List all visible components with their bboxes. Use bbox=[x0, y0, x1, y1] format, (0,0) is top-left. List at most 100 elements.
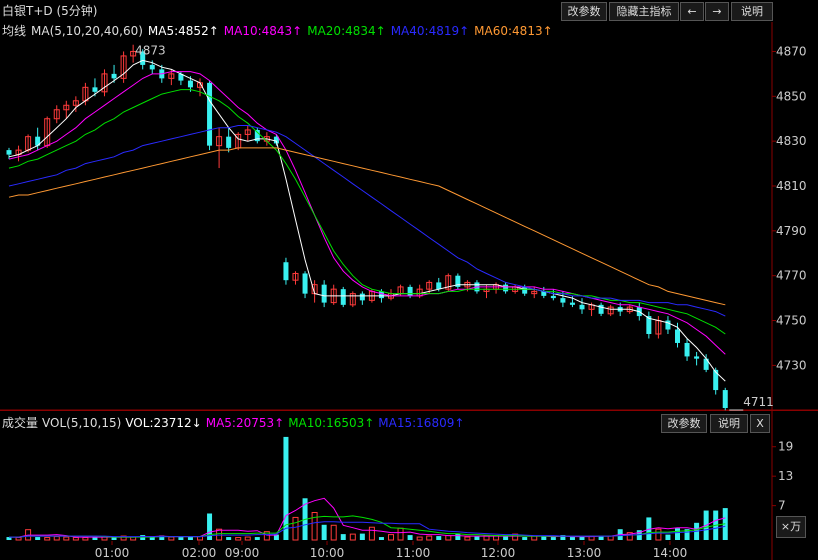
volume-bar-down bbox=[283, 436, 289, 540]
volume-bar-up bbox=[655, 528, 662, 541]
candle-body-up bbox=[531, 290, 538, 295]
volume-bar-up bbox=[397, 527, 404, 541]
candle-body-down bbox=[646, 316, 652, 334]
vol-edit-params-button[interactable]: 改参数 bbox=[661, 414, 707, 433]
volume-bar-up bbox=[53, 536, 60, 541]
candle-body-down bbox=[302, 273, 308, 294]
candle-body-up bbox=[101, 73, 108, 93]
volume-bar-down bbox=[378, 537, 384, 540]
vol-help-button[interactable]: 说明 bbox=[710, 414, 748, 433]
price-tick-label: 4730 bbox=[776, 358, 807, 372]
candle-body-down bbox=[273, 136, 279, 144]
ma20-value: MA20:4834↑ bbox=[307, 24, 386, 38]
time-tick-label: 10:00 bbox=[310, 546, 345, 560]
chart-title: 白银T+D (5分钟) bbox=[2, 4, 98, 18]
left-arrow-button[interactable]: ← bbox=[680, 2, 704, 21]
candle-body-down bbox=[207, 82, 213, 146]
vol-ma10-value: MA10:16503↑ bbox=[288, 416, 375, 430]
volume-bar-up bbox=[349, 533, 356, 541]
ma5-value: MA5:4852↑ bbox=[147, 24, 219, 38]
candle-body-down bbox=[703, 358, 709, 370]
right-arrow-button[interactable]: → bbox=[705, 2, 729, 21]
vol-close-button[interactable]: X bbox=[750, 414, 770, 433]
candle-body-down bbox=[713, 369, 719, 391]
volume-bar-up bbox=[120, 535, 127, 541]
time-tick-label: 13:00 bbox=[567, 546, 602, 560]
vol-ma-line-ma15 bbox=[9, 521, 726, 538]
vol-tick-label: 13 bbox=[778, 469, 793, 483]
price-tick-label: 4830 bbox=[776, 134, 807, 148]
price-tick-label: 4850 bbox=[776, 89, 807, 103]
candle-body-down bbox=[178, 73, 184, 81]
vol-legend-label: 成交量 bbox=[2, 416, 39, 430]
time-tick-label: 02:00 bbox=[182, 546, 217, 560]
candle-body-down bbox=[283, 262, 289, 281]
ma-legend: 均线 MA(5,10,20,40,60) MA5:4852↑ MA10:4843↑ MA… bbox=[2, 22, 558, 39]
candle-body-up bbox=[244, 129, 251, 135]
candle-body-down bbox=[694, 356, 700, 359]
candle-body-down bbox=[560, 298, 566, 303]
candle-body-down bbox=[149, 64, 155, 70]
volume-bar-down bbox=[684, 529, 690, 540]
vol-legend-params: VOL(5,10,15) bbox=[42, 416, 122, 430]
volume-bar-down bbox=[187, 536, 193, 540]
price-tick-label: 4770 bbox=[776, 269, 807, 283]
candle-body-down bbox=[92, 87, 98, 92]
volume-bar-down bbox=[474, 536, 480, 540]
volume-bar-up bbox=[626, 532, 633, 541]
volume-bar-down bbox=[207, 513, 213, 540]
volume-bar-down bbox=[550, 537, 556, 540]
volume-bar-down bbox=[675, 528, 680, 540]
price-tick-label: 4790 bbox=[776, 224, 807, 238]
volume-bar-up bbox=[445, 535, 452, 541]
volume-bar-down bbox=[665, 534, 671, 540]
ma-line-ma5 bbox=[8, 59, 726, 382]
candle-body-down bbox=[541, 291, 547, 296]
price-tick-label: 4810 bbox=[776, 179, 807, 193]
ma-legend-label: 均线 bbox=[2, 24, 27, 38]
candle-body-down bbox=[522, 286, 528, 294]
volume-bar-down bbox=[35, 537, 41, 540]
volume-bar-down bbox=[407, 535, 413, 540]
candle-body-down bbox=[665, 320, 671, 330]
candle-body-up bbox=[445, 275, 452, 290]
help-button[interactable]: 说明 bbox=[731, 2, 773, 21]
candle-body-down bbox=[455, 275, 461, 287]
time-tick-label: 12:00 bbox=[481, 546, 516, 560]
volume-bar-up bbox=[168, 536, 175, 541]
volume-bar-up bbox=[607, 535, 614, 541]
volume-bar-up bbox=[368, 526, 375, 541]
volume-bar-up bbox=[63, 536, 70, 541]
volume-bar-down bbox=[340, 534, 346, 540]
volume-bar-down bbox=[503, 536, 509, 540]
volume-bar-up bbox=[330, 524, 337, 541]
volume-bar-down bbox=[254, 537, 260, 540]
volume-bar-up bbox=[388, 534, 394, 541]
candle-body-down bbox=[254, 129, 260, 142]
volume-bar-down bbox=[159, 535, 165, 540]
volume-bar-up bbox=[464, 536, 471, 541]
volume-bar-down bbox=[226, 537, 232, 540]
ma10-value: MA10:4843↑ bbox=[223, 24, 303, 38]
hide-main-indicator-button[interactable]: 隐藏主指标 bbox=[609, 2, 679, 21]
edit-params-button[interactable]: 改参数 bbox=[561, 2, 607, 21]
candle-body-up bbox=[130, 50, 137, 57]
time-tick-label: 09:00 bbox=[225, 546, 260, 560]
candle-body-up bbox=[292, 272, 299, 281]
candle-body-down bbox=[550, 295, 556, 299]
candle-body-up bbox=[120, 55, 127, 79]
volume-bar-up bbox=[263, 531, 270, 541]
candle-body-down bbox=[35, 136, 41, 146]
candle-body-down bbox=[598, 304, 604, 314]
volume-bar-down bbox=[6, 537, 12, 540]
candle-body-down bbox=[684, 342, 690, 357]
volume-bar-up bbox=[72, 537, 79, 541]
candle-body-up bbox=[216, 136, 223, 147]
volume-bar-up bbox=[531, 535, 538, 541]
candle-body-down bbox=[187, 80, 193, 88]
ma-line-ma40 bbox=[8, 125, 726, 317]
volume-bar-down bbox=[560, 535, 566, 540]
volume-bar-up bbox=[292, 516, 299, 541]
ma-legend-params: MA(5,10,20,40,60) bbox=[31, 24, 143, 38]
unit-button[interactable]: ×万 bbox=[776, 516, 806, 538]
